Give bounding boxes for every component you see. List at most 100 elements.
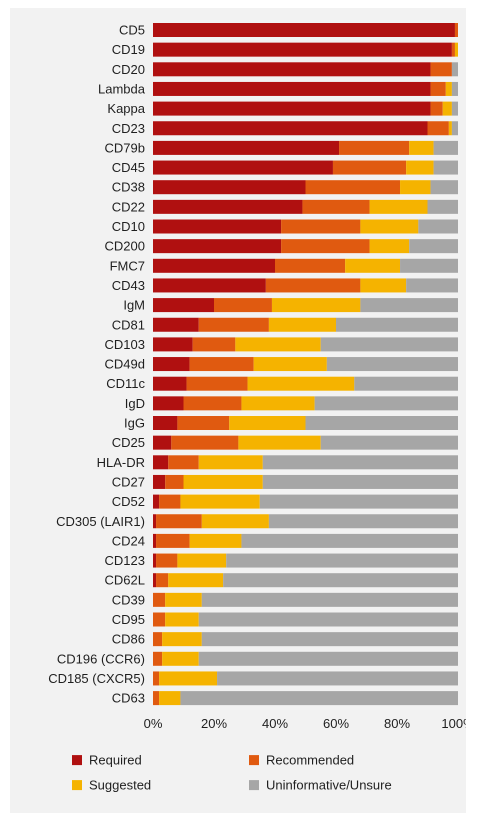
bar-cd45-recommended (332, 160, 407, 175)
bar-igd-required (153, 396, 184, 411)
bar-cd24-uninformative-unsure (241, 533, 458, 548)
bar-cd49d-suggested (253, 357, 327, 372)
bar-lambda-uninformative-unsure (451, 81, 458, 96)
bar-cd95-uninformative-unsure (198, 612, 458, 627)
bar-lambda-suggested (445, 81, 452, 96)
bar-cd43-recommended (265, 278, 361, 293)
bar-kappa-recommended (430, 101, 443, 116)
bar-cd11c-required (153, 376, 187, 391)
bar-cd19-recommended (451, 42, 455, 57)
category-label-cd25: CD25 (112, 435, 145, 450)
bar-cd43-required (153, 278, 266, 293)
bar-cd81-recommended (198, 317, 269, 332)
bar-hla-dr-required (153, 455, 169, 470)
bar-cd11c-uninformative-unsure (354, 376, 458, 391)
bar-cd63-recommended (153, 691, 160, 706)
bar-cd25-suggested (238, 435, 321, 450)
bar-cd24-recommended (156, 533, 190, 548)
x-tick-label: 80% (384, 716, 410, 731)
bar-cd52-required (153, 494, 160, 509)
x-axis-ticks: 0% 20% 40% 60% 80% 100% (144, 716, 466, 731)
legend-label-suggested: Suggested (89, 778, 151, 793)
bar-cd10-required (153, 219, 282, 234)
bar-fmc7-uninformative-unsure (400, 258, 458, 273)
bar-cd5-required (153, 23, 455, 37)
bar-cd305-lair1-required (153, 514, 157, 529)
bar-fmc7-recommended (275, 258, 346, 273)
bar-igd-uninformative-unsure (314, 396, 458, 411)
bar-cd79b-uninformative-unsure (433, 140, 458, 155)
bar-cd25-uninformative-unsure (320, 435, 458, 450)
bar-hla-dr-recommended (168, 455, 199, 470)
category-label-cd27: CD27 (112, 474, 145, 489)
bar-cd43-uninformative-unsure (406, 278, 458, 293)
category-label-cd79b: CD79b (105, 140, 145, 155)
category-label-cd45: CD45 (112, 160, 145, 175)
category-label-lambda: Lambda (98, 81, 146, 96)
bar-lambda-recommended (430, 81, 446, 96)
bars-group (153, 23, 459, 706)
bar-igm-suggested (271, 298, 361, 313)
bar-cd11c-suggested (247, 376, 355, 391)
bar-cd62l-required (153, 573, 157, 588)
stacked-bar-chart: CD5 CD19 CD20 Lambda Kappa CD23 CD79b CD45 CD38 C… (48, 23, 466, 793)
category-label-cd49d: CD49d (105, 357, 145, 372)
bar-cd81-suggested (268, 317, 336, 332)
bar-cd52-recommended (159, 494, 181, 509)
bar-cd81-uninformative-unsure (336, 317, 458, 332)
bar-cd10-recommended (281, 219, 361, 234)
category-label-cd63: CD63 (112, 691, 145, 706)
bar-cd49d-uninformative-unsure (326, 357, 458, 372)
bar-cd20-uninformative-unsure (451, 62, 458, 77)
category-label-cd86: CD86 (112, 632, 145, 647)
category-label-cd95: CD95 (112, 612, 145, 627)
bar-cd49d-recommended (189, 357, 254, 372)
bar-cd305-lair1-uninformative-unsure (268, 514, 458, 529)
bar-cd24-suggested (189, 533, 242, 548)
bar-cd95-suggested (165, 612, 199, 627)
bar-cd38-required (153, 180, 306, 195)
x-tick-label: 100% (441, 716, 466, 731)
bar-cd79b-required (153, 140, 340, 155)
category-label-igg: IgG (124, 416, 145, 431)
category-label-hla-dr: HLA-DR (97, 455, 145, 470)
bar-cd196-ccr6-suggested (162, 651, 199, 666)
bar-cd103-suggested (235, 337, 321, 352)
bar-cd79b-suggested (409, 140, 434, 155)
legend-swatch-recommended (249, 755, 259, 766)
x-tick-label: 20% (201, 716, 227, 731)
bar-cd62l-suggested (168, 573, 224, 588)
bar-cd200-recommended (281, 239, 370, 254)
bar-cd185-cxcr5-suggested (159, 671, 218, 686)
bar-kappa-required (153, 101, 431, 116)
bar-lambda-required (153, 81, 431, 96)
bar-cd22-required (153, 199, 303, 214)
bar-cd23-suggested (448, 121, 452, 136)
bar-cd11c-recommended (186, 376, 248, 391)
bar-cd25-recommended (171, 435, 239, 450)
category-labels: CD5 CD19 CD20 Lambda Kappa CD23 CD79b CD45 CD38 C… (48, 23, 146, 706)
category-label-cd52: CD52 (112, 494, 145, 509)
bar-cd103-required (153, 337, 193, 352)
bar-cd27-suggested (183, 474, 263, 489)
bar-cd62l-uninformative-unsure (223, 573, 458, 588)
category-label-cd200: CD200 (105, 239, 145, 254)
category-label-cd10: CD10 (112, 219, 145, 234)
bar-cd185-cxcr5-recommended (153, 671, 160, 686)
bar-cd123-uninformative-unsure (226, 553, 458, 568)
bar-cd25-required (153, 435, 172, 450)
bar-cd38-suggested (400, 180, 431, 195)
category-label-cd24: CD24 (112, 533, 145, 548)
bar-cd19-suggested (454, 42, 458, 57)
category-label-cd43: CD43 (112, 278, 145, 293)
bar-cd23-uninformative-unsure (451, 121, 458, 136)
bar-cd123-suggested (177, 553, 227, 568)
bar-cd27-uninformative-unsure (262, 474, 458, 489)
bar-cd52-uninformative-unsure (259, 494, 458, 509)
bar-cd200-required (153, 239, 282, 254)
category-label-kappa: Kappa (107, 101, 145, 116)
category-label-cd103: CD103 (105, 337, 145, 352)
x-tick-label: 0% (144, 716, 163, 731)
bar-cd10-suggested (360, 219, 419, 234)
bar-cd22-recommended (302, 199, 370, 214)
